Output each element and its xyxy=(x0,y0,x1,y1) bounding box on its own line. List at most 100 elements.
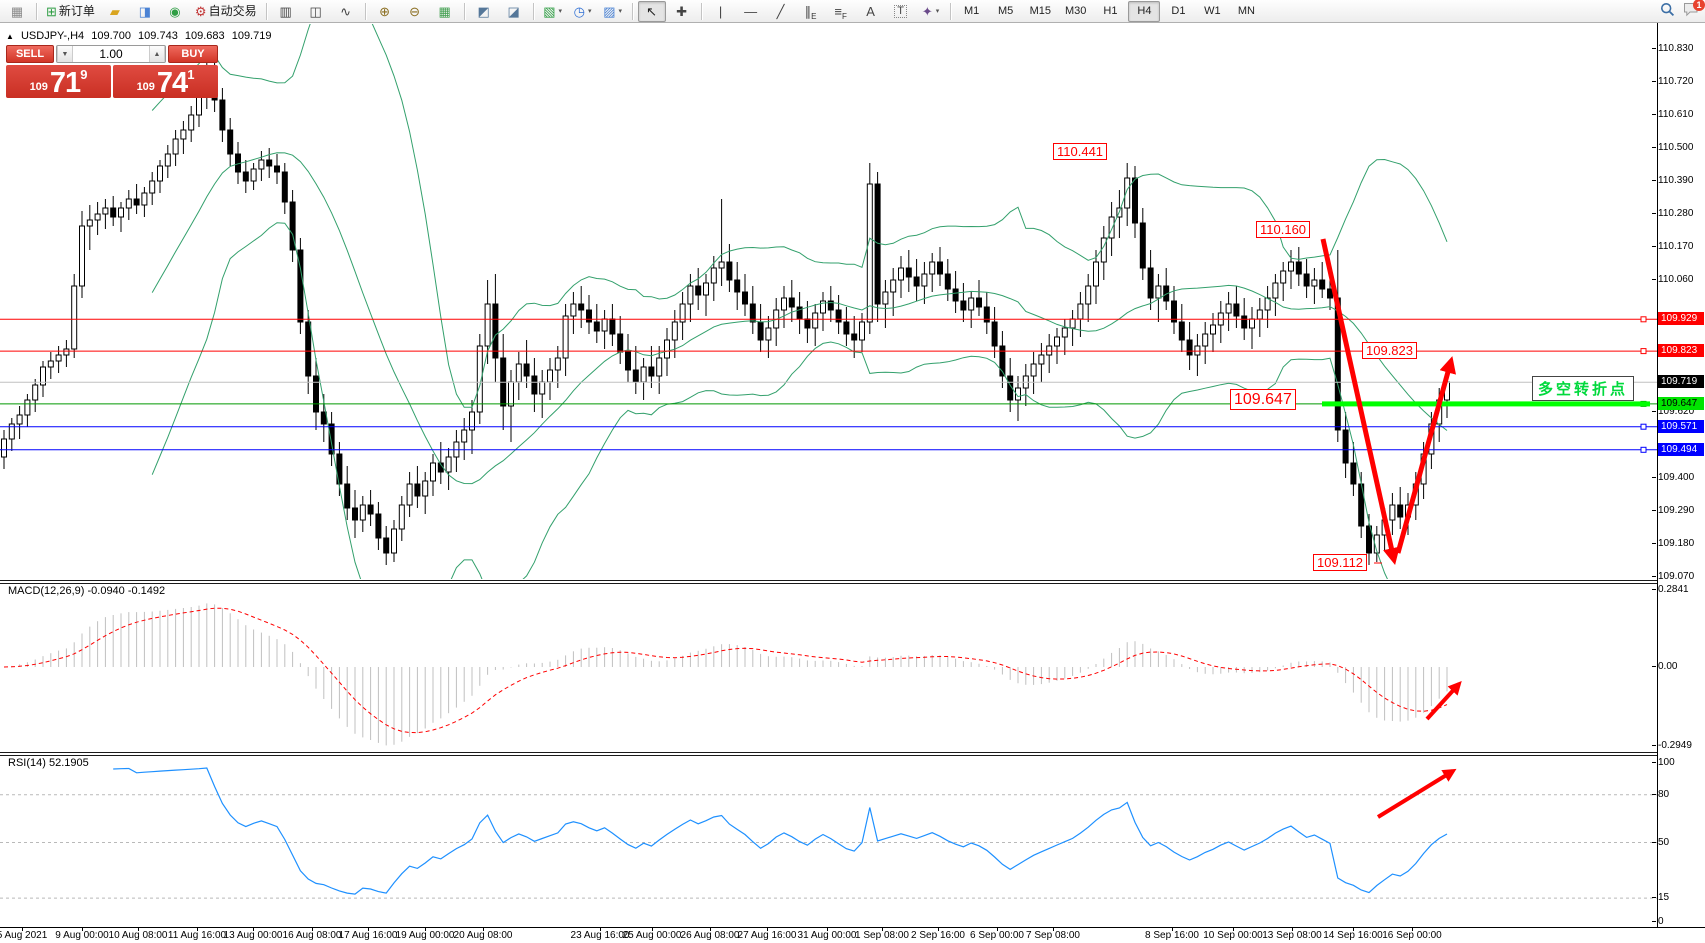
text-button[interactable]: A xyxy=(857,1,885,22)
chart-window-icon: ▦ xyxy=(10,3,24,19)
time-axis-tick xyxy=(1412,928,1413,931)
time-axis-tick xyxy=(1292,928,1293,931)
toolbar-separator xyxy=(265,2,267,20)
autotrading-icon: ⚙ xyxy=(194,3,207,19)
tile-windows-button[interactable]: ▦ xyxy=(431,1,459,22)
text-label-button[interactable]: T xyxy=(887,1,915,22)
timeframe-MN[interactable]: MN xyxy=(1237,4,1255,17)
toolbar-separator xyxy=(364,2,366,20)
cursor-button[interactable]: ↖ xyxy=(637,0,666,22)
zoom-in-button[interactable]: ⊕ xyxy=(371,1,399,22)
text-icon: A xyxy=(866,3,875,19)
time-axis-label: 11 Aug 16:00 xyxy=(167,930,227,941)
zoom-out-button[interactable]: ⊖ xyxy=(401,1,429,22)
time-axis-label: 1 Sep 08:00 xyxy=(855,930,909,941)
quote-panel-toggle-icon[interactable]: ▲ xyxy=(6,32,14,41)
time-axis-tick xyxy=(253,928,254,931)
time-axis-label: 20 Aug 08:00 xyxy=(453,930,513,941)
time-axis-label: 23 Aug 16:00 xyxy=(570,930,630,941)
templates-button[interactable]: ▨ ▾ xyxy=(603,3,622,19)
fibonacci-button[interactable]: ≡ F xyxy=(834,3,847,21)
buy-price-point: 1 xyxy=(187,67,195,82)
bar-high: 109.743 xyxy=(138,30,178,42)
time-axis-tick xyxy=(710,928,711,931)
chart-cascade-icon: ◪ xyxy=(507,3,520,19)
metaeditor-icon: ◨ xyxy=(138,3,152,19)
toolbar-separator xyxy=(631,2,633,20)
toolbar-right-cluster: 1 xyxy=(1660,0,1705,23)
time-axis-tick xyxy=(197,928,198,931)
volume-decrease-button[interactable]: ▼ xyxy=(57,46,73,62)
time-axis-tick xyxy=(138,928,139,931)
toolbar-separator xyxy=(36,2,37,20)
chart-arrange-icon: ◩ xyxy=(477,3,490,19)
periods-button[interactable]: ◷ ▾ xyxy=(573,3,592,19)
buy-price[interactable]: 109 74 1 xyxy=(113,65,218,98)
timeframe-W1[interactable]: W1 xyxy=(1204,4,1221,17)
volume-stepper: ▼ 1.00 ▲ xyxy=(56,45,166,63)
timeframe-M30[interactable]: M30 xyxy=(1065,4,1087,17)
macd-label: MACD(12,26,9) -0.0940 -0.1492 xyxy=(8,585,166,597)
arrows-button[interactable]: ✦ ▾ xyxy=(921,3,940,19)
volume-value[interactable]: 1.00 xyxy=(99,47,123,61)
buy-price-pips: 74 xyxy=(156,67,188,99)
new-chart-button[interactable]: ▧ ▾ xyxy=(543,3,562,19)
autotrading-button[interactable]: ⚙ 自动交易 xyxy=(194,3,257,19)
crosshair-button[interactable]: ✚ xyxy=(668,1,696,22)
time-axis[interactable]: 5 Aug 2021 9 Aug 00:00 10 Aug 08:00 11 Aug … xyxy=(0,927,1705,943)
line-chart-icon: ∿ xyxy=(340,3,352,19)
volume-increase-button[interactable]: ▲ xyxy=(149,46,165,62)
time-axis-tick xyxy=(425,928,426,931)
chart-window-button[interactable]: ▦ xyxy=(3,1,31,22)
timeframe-D1[interactable]: D1 xyxy=(1171,4,1186,17)
time-axis-label: 27 Aug 16:00 xyxy=(737,930,797,941)
time-axis-tick xyxy=(767,928,768,931)
deposit-button[interactable]: ▰ xyxy=(101,1,129,22)
timeframe-M5[interactable]: M5 xyxy=(997,4,1014,17)
buy-price-handle: 109 xyxy=(136,81,155,93)
timeframe-M15[interactable]: M15 xyxy=(1029,4,1051,17)
new-order-button[interactable]: ⊞ 新订单 xyxy=(46,3,95,19)
channel-button[interactable]: ∥ E xyxy=(804,3,817,21)
time-axis-label: 10 Aug 08:00 xyxy=(108,930,168,941)
time-axis-tick xyxy=(312,928,313,931)
pane-separator-rsi[interactable] xyxy=(0,752,1657,756)
sell-price[interactable]: 109 71 9 xyxy=(6,65,111,98)
buy-button[interactable]: BUY xyxy=(168,45,218,63)
symbol-info-line: ▲ USDJPY-,H4 109.700 109.743 109.683 109… xyxy=(6,30,275,42)
time-axis-label: 16 Aug 08:00 xyxy=(282,930,342,941)
time-axis-label: 17 Aug 16:00 xyxy=(338,930,398,941)
bar-chart-icon: ▥ xyxy=(279,3,292,19)
time-axis-tick xyxy=(600,928,601,931)
time-axis-label: 19 Aug 00:00 xyxy=(395,930,455,941)
horizontal-line-button[interactable]: ― xyxy=(737,1,765,22)
vertical-line-button[interactable]: | xyxy=(707,1,735,22)
candlestick-chart-button[interactable]: ◫ xyxy=(302,1,330,22)
timeframe-H4[interactable]: H4 xyxy=(1128,0,1161,22)
trendline-icon: ╱ xyxy=(776,3,785,19)
charts-cascade-button[interactable]: ◪ xyxy=(500,1,528,22)
time-axis-tick xyxy=(1233,928,1234,931)
timeframe-M1[interactable]: M1 xyxy=(963,4,980,17)
tile-windows-icon: ▦ xyxy=(438,3,451,19)
one-click-trading-panel: SELL ▼ 1.00 ▲ BUY 109 71 9 109 74 1 xyxy=(6,45,218,98)
time-axis-label: 31 Aug 00:00 xyxy=(797,930,857,941)
timeframe-H1[interactable]: H1 xyxy=(1103,4,1118,17)
pane-separator-macd[interactable] xyxy=(0,580,1657,584)
candlestick-icon: ◫ xyxy=(309,3,322,19)
time-axis-label: 2 Sep 16:00 xyxy=(911,930,965,941)
line-chart-button[interactable]: ∿ xyxy=(332,1,360,22)
search-icon[interactable] xyxy=(1660,2,1675,22)
charts-stagger-button[interactable]: ◩ xyxy=(470,1,498,22)
price-axis-line xyxy=(1657,23,1658,927)
time-axis-tick xyxy=(938,928,939,931)
trendline-button[interactable]: ╱ xyxy=(767,1,795,22)
time-axis-label: 10 Sep 00:00 xyxy=(1203,930,1263,941)
bar-chart-button[interactable]: ▥ xyxy=(272,1,300,22)
time-axis-label: 13 Aug 00:00 xyxy=(223,930,283,941)
sell-button[interactable]: SELL xyxy=(6,45,54,63)
metaeditor-button[interactable]: ◨ xyxy=(131,1,159,22)
signals-button[interactable]: ◉ xyxy=(161,1,189,22)
chat-icon[interactable]: 1 xyxy=(1683,0,1705,22)
